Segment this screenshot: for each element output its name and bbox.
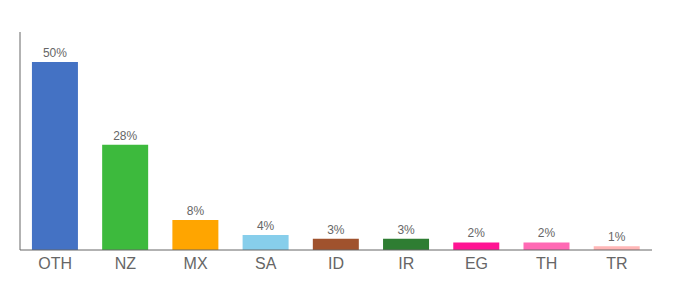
svg-text:TR: TR bbox=[606, 255, 627, 272]
svg-text:EG: EG bbox=[465, 255, 488, 272]
svg-text:2%: 2% bbox=[468, 226, 486, 240]
svg-text:NZ: NZ bbox=[115, 255, 137, 272]
svg-text:3%: 3% bbox=[397, 223, 415, 237]
svg-text:2%: 2% bbox=[538, 226, 556, 240]
svg-text:SA: SA bbox=[255, 255, 277, 272]
svg-text:IR: IR bbox=[398, 255, 414, 272]
svg-text:ID: ID bbox=[328, 255, 344, 272]
svg-text:MX: MX bbox=[184, 255, 208, 272]
svg-text:4%: 4% bbox=[257, 219, 275, 233]
svg-text:TH: TH bbox=[536, 255, 557, 272]
svg-text:OTH: OTH bbox=[38, 255, 72, 272]
svg-text:3%: 3% bbox=[327, 223, 345, 237]
svg-text:8%: 8% bbox=[187, 204, 205, 218]
svg-text:1%: 1% bbox=[608, 230, 626, 244]
svg-text:28%: 28% bbox=[113, 129, 137, 143]
svg-text:50%: 50% bbox=[43, 46, 67, 60]
